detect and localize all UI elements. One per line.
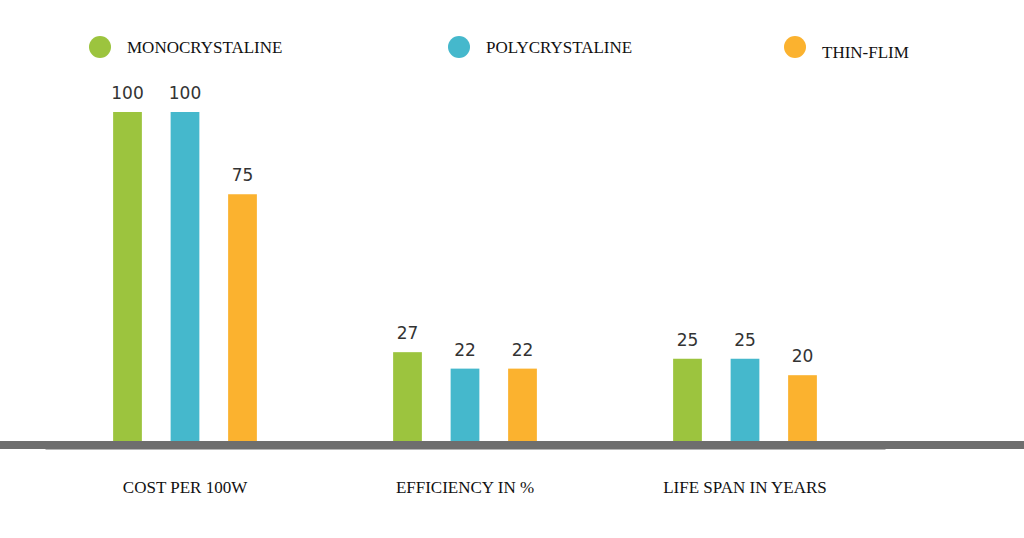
x-tick-label: LIFE SPAN IN YEARS: [663, 478, 827, 497]
data-label: 22: [454, 340, 476, 360]
legend-swatch: [89, 36, 111, 58]
bar: [731, 359, 760, 441]
data-label: 27: [397, 323, 419, 343]
x-tick: EFFICIENCY IN %: [396, 478, 534, 497]
x-tick: COST PER 100W: [123, 478, 248, 497]
bar: [508, 369, 537, 441]
data-label: 100: [169, 83, 201, 103]
data-label: 22: [512, 340, 534, 360]
chart: 100 27 25 100 22 25 75 22 20 COST PER 100W EFFICIE…: [0, 0, 1024, 538]
x-tick-label: COST PER 100W: [123, 478, 248, 497]
data-label: 25: [734, 330, 756, 350]
baseline: [0, 441, 1024, 449]
data-label: 25: [677, 330, 699, 350]
bar: [788, 375, 817, 441]
bar: [451, 369, 480, 441]
bar: [113, 112, 142, 441]
x-axis-line: [46, 442, 886, 450]
x-axis: COST PER 100W EFFICIENCY IN % LIFE SPAN IN…: [46, 446, 886, 498]
legend-label: POLYCRYSTALINE: [486, 38, 632, 57]
legend-swatch: [784, 36, 806, 58]
bar: [171, 112, 200, 441]
data-labels: 100 27 25 100 22 25 75 22 20: [111, 83, 813, 366]
bar: [673, 359, 702, 441]
bar: [228, 194, 257, 441]
data-label: 20: [792, 346, 814, 366]
bar: [393, 352, 422, 441]
legend-swatch: [448, 36, 470, 58]
data-label: 75: [232, 165, 254, 185]
x-tick-label: EFFICIENCY IN %: [396, 478, 534, 497]
data-label: 100: [111, 83, 143, 103]
legend: MONOCRYSTALINE POLYCRYSTALINE THIN-FLIM: [89, 36, 909, 62]
legend-label: MONOCRYSTALINE: [127, 38, 282, 57]
x-tick: LIFE SPAN IN YEARS: [663, 478, 827, 497]
bars: [113, 112, 817, 441]
legend-label: THIN-FLIM: [822, 43, 909, 62]
